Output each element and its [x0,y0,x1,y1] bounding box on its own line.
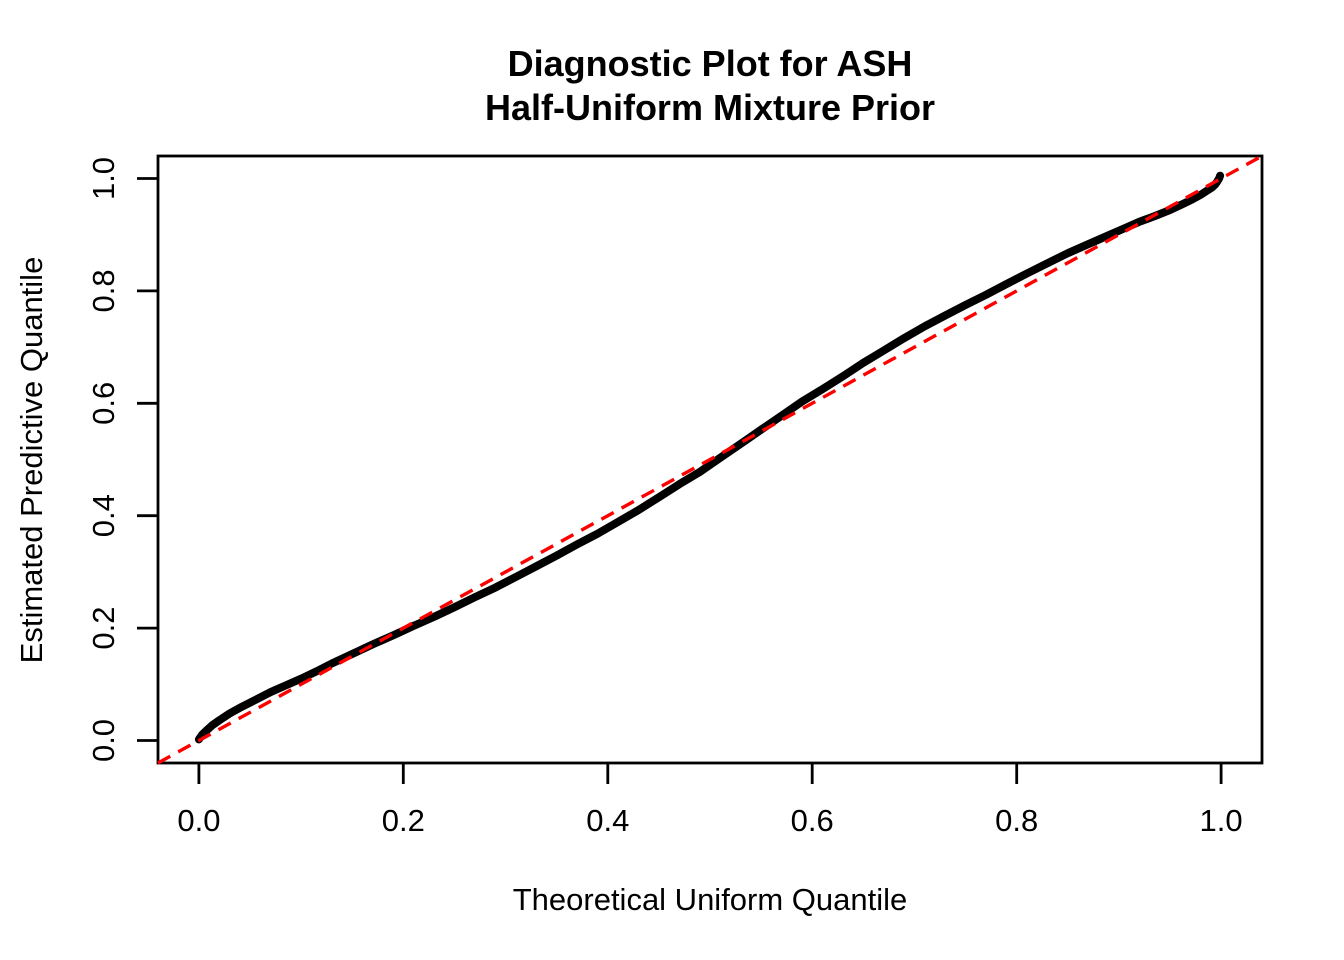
y-tick: 0.8 [86,269,158,312]
plot-title: Diagnostic Plot for ASH Half-Uniform Mix… [158,42,1262,130]
x-tick: 0.0 [177,763,220,838]
x-tick-label: 0.2 [382,803,425,838]
y-axis-ticks: 0.0 0.2 0.4 0.6 0.8 1.0 [86,157,158,762]
y-tick-label: 0.6 [86,382,121,425]
plot-box [156,154,1264,765]
x-tick: 0.8 [995,763,1038,838]
x-tick: 0.2 [382,763,425,838]
y-tick-label: 0.2 [86,607,121,650]
y-tick-label: 0.0 [86,719,121,762]
x-tick-label: 1.0 [1200,803,1243,838]
identity-reference-line [157,154,1263,765]
y-tick-label: 0.4 [86,494,121,537]
y-axis-title: Estimated Predictive Quantile [14,256,49,664]
estimated-quantile-curve [194,171,1225,744]
x-tick-label: 0.6 [791,803,834,838]
y-tick: 0.2 [86,607,158,650]
y-tick-label: 1.0 [86,157,121,200]
y-tick-label: 0.8 [86,269,121,312]
x-axis-ticks: 0.0 0.2 0.4 0.6 0.8 1.0 [177,763,1243,838]
x-tick: 0.6 [791,763,834,838]
x-axis-title: Theoretical Uniform Quantile [512,882,908,917]
y-tick: 1.0 [86,157,158,200]
plot-title-line2: Half-Uniform Mixture Prior [484,87,936,128]
x-tick: 1.0 [1200,763,1243,838]
y-tick: 0.6 [86,382,158,425]
y-tick: 0.0 [86,719,158,762]
x-tick-label: 0.4 [586,803,629,838]
x-tick-label: 0.0 [177,803,220,838]
plot-title-line1: Diagnostic Plot for ASH [507,43,913,84]
y-tick: 0.4 [86,494,158,537]
x-tick-label: 0.8 [995,803,1038,838]
x-tick: 0.4 [586,763,629,838]
